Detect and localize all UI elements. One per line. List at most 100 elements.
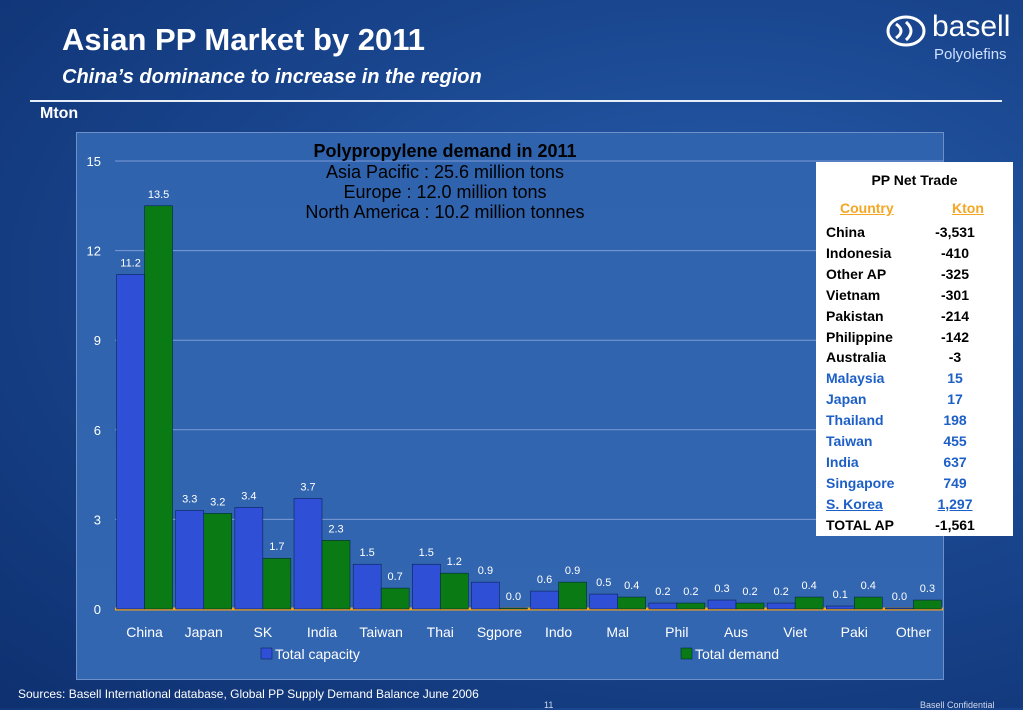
capacity-bar (175, 510, 204, 610)
capacity-bar (116, 274, 145, 610)
chart-annotation: North America : 10.2 million tonnes (305, 202, 584, 222)
data-label: 0.9 (478, 565, 493, 577)
net-trade-country: Australia (826, 349, 886, 366)
capacity-bar (412, 563, 441, 610)
category-label: Thai (427, 624, 454, 640)
net-trade-row: TOTAL AP -1,561 (816, 517, 1013, 538)
capacity-bar (707, 599, 737, 610)
data-label: 0.0 (892, 591, 907, 603)
data-label: 0.0 (506, 591, 521, 603)
data-label: 1.7 (269, 541, 284, 553)
chart-annotation: Europe : 12.0 million tons (343, 182, 546, 202)
net-trade-country: Singapore (826, 474, 895, 491)
category-label: Paki (841, 624, 868, 640)
net-trade-row: S. Korea 1,297 (816, 496, 1013, 517)
data-label: 0.2 (773, 586, 788, 598)
net-trade-row: Philippine -142 (816, 329, 1013, 350)
data-label: 0.5 (596, 577, 611, 589)
col-kton-header: Kton (952, 200, 984, 216)
demand-bar (321, 540, 351, 610)
data-label: 0.2 (742, 586, 757, 598)
capacity-bar (885, 607, 914, 610)
basell-logo-icon (886, 15, 926, 47)
y-tick-label: 6 (94, 423, 101, 438)
data-label: 0.3 (714, 583, 729, 595)
category-label: China (126, 624, 163, 640)
category-label: Aus (724, 624, 748, 640)
net-trade-row: Singapore 749 (816, 475, 1013, 496)
capacity-bar (589, 593, 618, 610)
data-label: 2.3 (328, 523, 343, 535)
net-trade-value: 1,297 (937, 495, 973, 512)
demand-bar (735, 602, 765, 610)
net-trade-row: India 637 (816, 454, 1013, 475)
net-trade-row: Taiwan 455 (816, 433, 1013, 454)
bar-chart: 0 3 6 9 12 15 11.2 13.5 China 3.3 3.2 Japan 3.4 1.7 SK… (87, 141, 943, 662)
demand-bar (617, 596, 646, 610)
y-tick-label: 12 (87, 244, 101, 259)
y-tick-label: 15 (87, 154, 101, 169)
net-trade-country: China (826, 224, 865, 240)
data-label: 1.5 (359, 547, 374, 559)
chart-annotation: Asia Pacific : 25.6 million tons (326, 162, 564, 182)
title-divider (30, 100, 1002, 102)
data-label: 0.9 (565, 565, 580, 577)
data-label: 0.4 (801, 580, 816, 592)
data-label: 0.4 (624, 580, 639, 592)
data-label: 0.4 (861, 580, 876, 592)
demand-bar (558, 581, 587, 610)
data-label: 0.6 (537, 574, 552, 586)
data-label: 11.2 (120, 257, 141, 269)
net-trade-value: -142 (940, 328, 970, 345)
data-label: 3.3 (182, 493, 197, 505)
net-trade-country: India (826, 453, 859, 470)
col-country-header: Country (840, 200, 894, 216)
page-number: 11 (544, 700, 554, 710)
data-label: 0.1 (833, 589, 848, 601)
capacity-bar (471, 581, 500, 610)
demand-bar (499, 607, 528, 610)
net-trade-country: Japan (826, 391, 867, 408)
category-label: Indo (545, 624, 572, 640)
source-footnote: Sources: Basell International database, … (18, 687, 479, 701)
net-trade-country: Thailand (826, 412, 884, 429)
data-label: 3.7 (300, 481, 315, 493)
data-label: 0.2 (683, 586, 698, 598)
legend-capacity-swatch (260, 647, 273, 660)
data-label: 1.5 (419, 547, 434, 559)
y-tick-label: 0 (94, 602, 101, 617)
slide-subtitle: China’s dominance to increase in the reg… (62, 66, 482, 88)
data-label: 0.3 (920, 583, 935, 595)
data-label: 3.2 (210, 496, 225, 508)
category-label: SK (254, 624, 273, 640)
net-trade-title: PP Net Trade (871, 172, 958, 188)
net-trade-country: TOTAL AP (826, 516, 894, 533)
capacity-bar (826, 605, 855, 610)
net-trade-country: Taiwan (826, 433, 873, 449)
net-trade-value: -410 (940, 244, 970, 261)
capacity-bar (766, 602, 796, 610)
category-label: Japan (185, 624, 223, 640)
net-trade-country: Malaysia (826, 370, 885, 387)
category-label: Mal (606, 624, 629, 640)
capacity-bar (530, 590, 559, 610)
demand-bar (262, 557, 292, 610)
capacity-bar (352, 563, 382, 610)
net-trade-value: -301 (940, 286, 970, 303)
chart-title: Polypropylene demand in 2011 (313, 141, 576, 161)
demand-bar (854, 596, 883, 610)
capacity-bar (293, 498, 323, 610)
net-trade-row: Indonesia -410 (816, 245, 1013, 266)
chart-panel: 0 3 6 9 12 15 11.2 13.5 China 3.3 3.2 Japan 3.4 1.7 SK… (76, 132, 944, 680)
net-trade-country: Indonesia (826, 244, 892, 261)
data-label: 3.4 (241, 490, 256, 502)
category-label: Phil (665, 624, 688, 640)
net-trade-row: Japan 17 (816, 391, 1013, 412)
category-label: Taiwan (359, 624, 403, 640)
net-trade-row: Malaysia 15 (816, 370, 1013, 391)
net-trade-value: -325 (940, 265, 970, 282)
net-trade-country: Philippine (826, 328, 893, 345)
legend-demand-swatch (680, 647, 693, 660)
demand-bar (380, 587, 410, 610)
net-trade-table: PP Net Trade Country Kton China -3,531 Ind… (816, 162, 1013, 536)
